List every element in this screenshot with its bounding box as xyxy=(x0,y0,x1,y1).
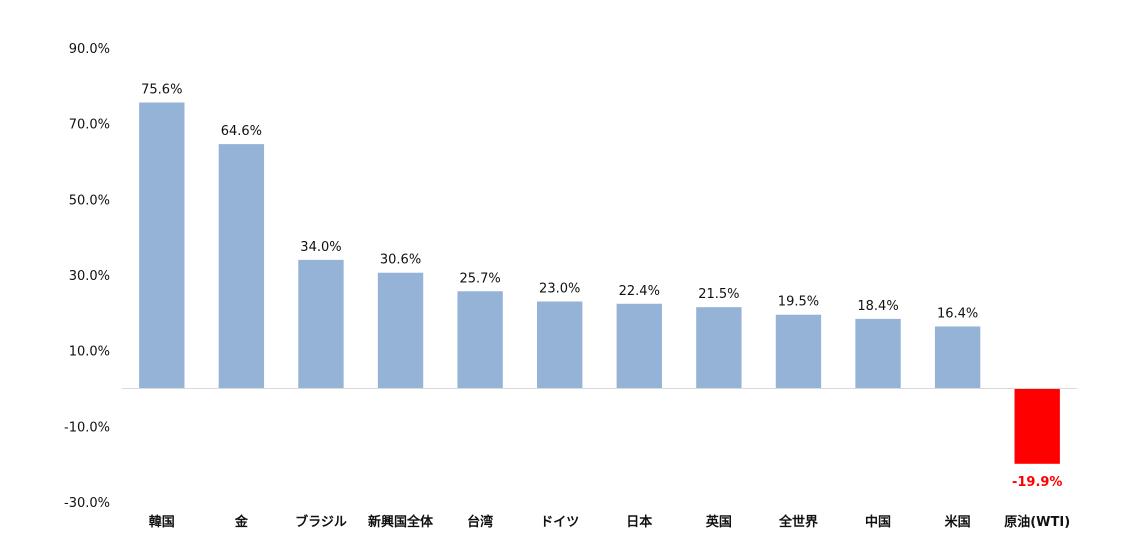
y-tick-label: -10.0% xyxy=(64,420,110,435)
y-tick-label: 70.0% xyxy=(69,118,110,133)
data-label: 30.6% xyxy=(380,253,421,268)
bar xyxy=(457,291,503,389)
category-label: 台湾 xyxy=(467,514,493,530)
data-label: 75.6% xyxy=(141,82,182,97)
category-label: 新興国全体 xyxy=(368,514,434,530)
data-label: 16.4% xyxy=(937,306,978,321)
y-tick-label: 10.0% xyxy=(69,345,110,360)
category-label: ドイツ xyxy=(540,515,579,530)
category-label: 米国 xyxy=(945,514,971,530)
bar xyxy=(775,314,822,389)
y-tick-label: 30.0% xyxy=(69,269,110,284)
category-label: 中国 xyxy=(865,514,891,530)
data-label: -19.9% xyxy=(1012,475,1063,490)
bar xyxy=(537,301,583,389)
y-tick-label: 90.0% xyxy=(69,42,110,57)
data-label: 19.5% xyxy=(778,295,819,310)
bar xyxy=(1014,388,1060,464)
bar xyxy=(616,303,662,389)
bar xyxy=(934,326,981,389)
data-label: 25.7% xyxy=(459,271,500,286)
data-label: 34.0% xyxy=(300,240,341,255)
category-label: 原油(WTI) xyxy=(1004,514,1070,530)
bars xyxy=(139,102,1060,464)
category-label: 英国 xyxy=(705,514,732,530)
bar xyxy=(139,102,185,389)
y-tick-label: -30.0% xyxy=(64,496,110,511)
bar xyxy=(298,259,344,389)
category-label: 全世界 xyxy=(778,514,818,530)
bar xyxy=(377,272,424,389)
bar xyxy=(855,318,901,389)
y-axis-ticks: 90.0% 70.0% 50.0% 30.0% 10.0% -10.0% -30.0% xyxy=(64,42,110,511)
bar xyxy=(218,144,265,389)
data-label: 18.4% xyxy=(857,299,898,314)
data-label: 21.5% xyxy=(698,287,739,302)
bar xyxy=(696,307,742,389)
y-tick-label: 50.0% xyxy=(69,193,110,208)
data-label: 22.4% xyxy=(619,284,660,299)
data-label: 64.6% xyxy=(221,124,262,139)
category-labels: 韓国 金 ブラジル 新興国全体 台湾 ドイツ 日本 英国 全世界 中国 米国 原油(WTI) xyxy=(149,514,1070,530)
data-label: 23.0% xyxy=(539,281,580,296)
category-label: 金 xyxy=(234,514,249,530)
category-label: ブラジル xyxy=(295,514,347,530)
category-label: 日本 xyxy=(626,514,652,530)
data-labels: 75.6% 64.6% 34.0% 30.6% 25.7% 23.0% 22.4% 21.5%… xyxy=(141,82,1062,489)
category-label: 韓国 xyxy=(149,514,175,530)
